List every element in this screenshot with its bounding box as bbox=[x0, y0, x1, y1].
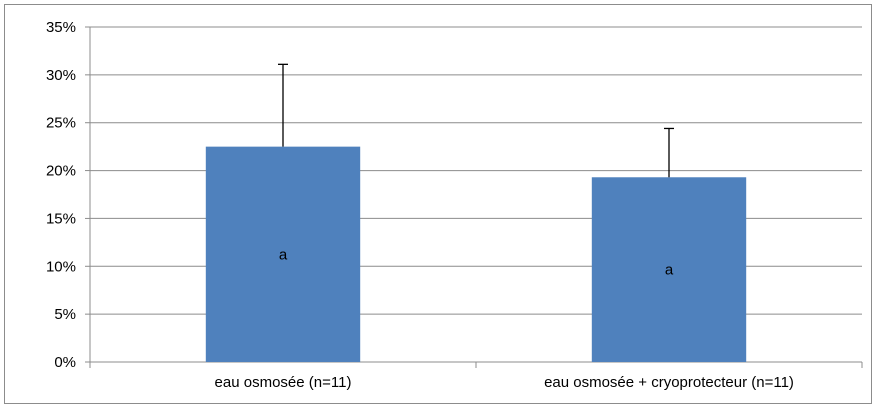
y-tick-label: 35% bbox=[46, 19, 76, 36]
data-label: a bbox=[665, 262, 674, 279]
y-tick-label: 5% bbox=[54, 306, 76, 323]
labels: 0% 5% 10% 15% 20% 25% 30% 35% a eau osmosée (n=11… bbox=[46, 19, 794, 391]
y-tick-label: 10% bbox=[46, 258, 76, 275]
x-category-label: eau osmosée + cryoprotecteur (n=11) bbox=[544, 374, 794, 391]
y-tick-label: 0% bbox=[54, 354, 76, 371]
data-label: a bbox=[279, 246, 288, 263]
bars bbox=[205, 63, 747, 362]
x-category-label: eau osmosée (n=11) bbox=[215, 374, 352, 391]
y-tick-label: 25% bbox=[46, 115, 76, 132]
y-tick-label: 30% bbox=[46, 67, 76, 84]
y-tick-label: 20% bbox=[46, 163, 76, 180]
y-tick-label: 15% bbox=[46, 210, 76, 227]
bar bbox=[205, 146, 361, 362]
bar bbox=[591, 177, 747, 362]
